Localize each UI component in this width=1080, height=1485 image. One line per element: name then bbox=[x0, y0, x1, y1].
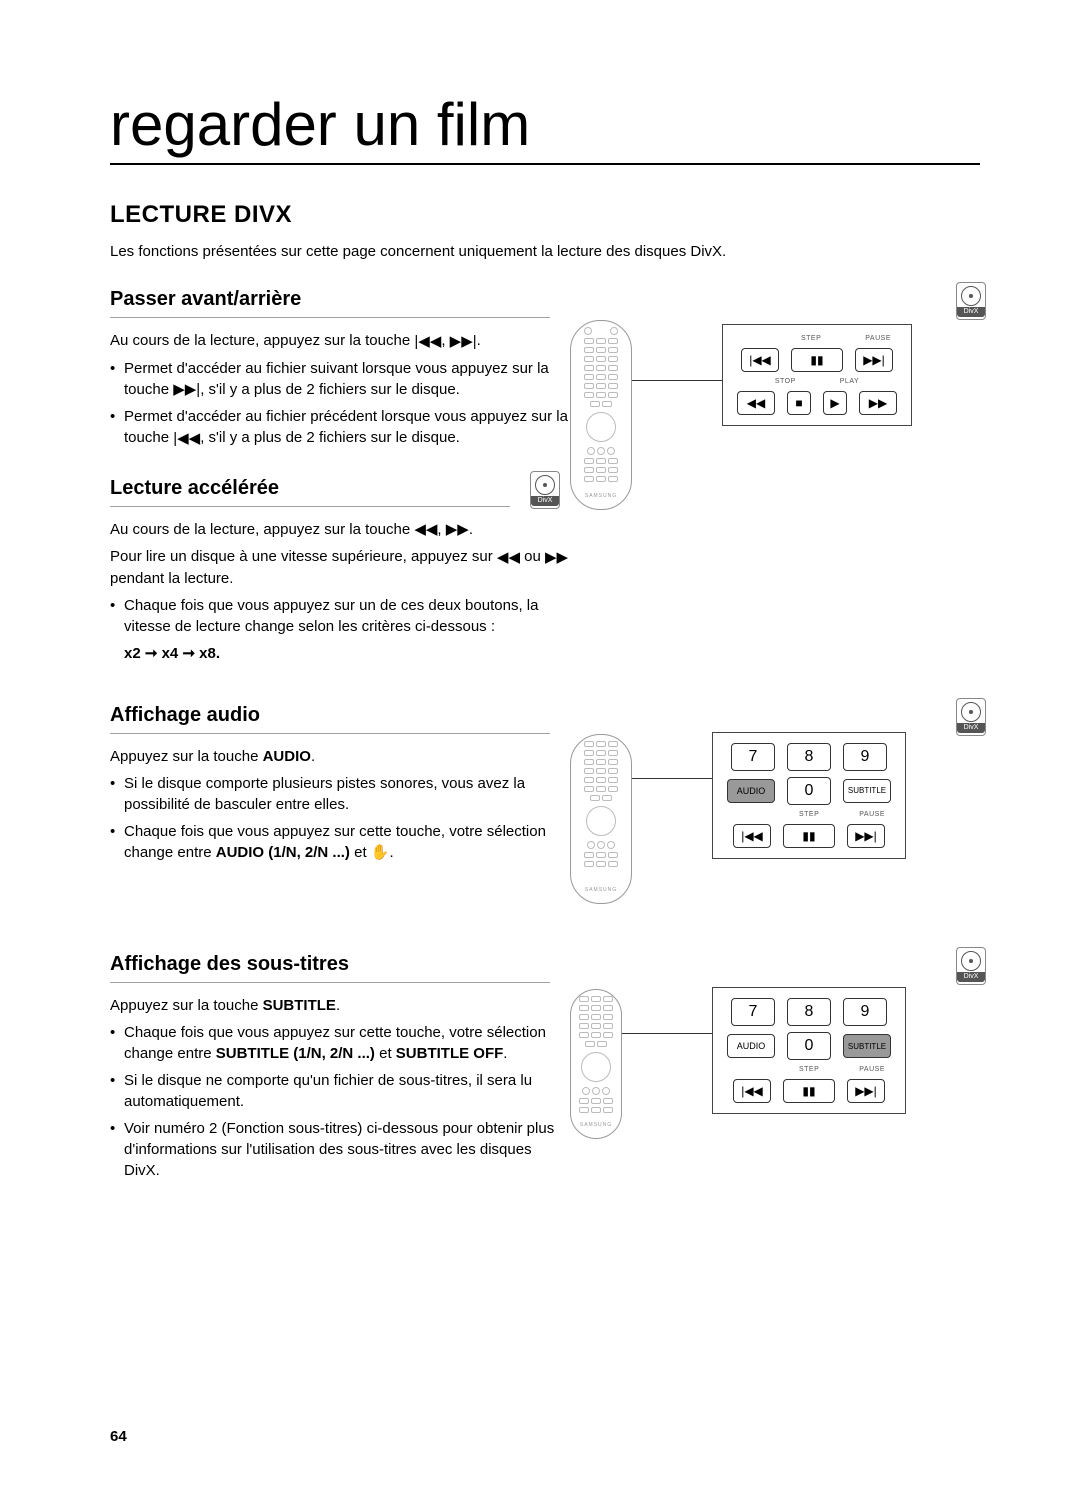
label-pause: PAUSE bbox=[859, 811, 885, 818]
num-7-button[interactable]: 7 bbox=[731, 998, 775, 1026]
figure-remote-3: SAMSUNG bbox=[570, 989, 622, 1139]
chapter-title: regarder un film bbox=[110, 90, 980, 165]
subsection-subtitle: DivX Affichage des sous-titres Appuyez s… bbox=[110, 953, 980, 1181]
subtitle-button[interactable]: SUBTITLE bbox=[843, 1034, 891, 1058]
figure-panel-3: 7 8 9 AUDIO 0 SUBTITLE STEP PAUSE |◀◀ ▮▮… bbox=[712, 987, 906, 1114]
rewind-icon: ◀◀ bbox=[414, 519, 437, 540]
sub-title: Passer avant/arrière bbox=[110, 288, 550, 318]
figure-panel-1: STEP PAUSE |◀◀ ▮▮ ▶▶| STOP PLAY ◀◀ ■ ▶ ▶… bbox=[722, 324, 912, 426]
label-step: STEP bbox=[799, 811, 819, 818]
sub-title: Lecture accélérée bbox=[110, 477, 510, 507]
remote-icon: SAMSUNG bbox=[570, 989, 622, 1139]
label-pause: PAUSE bbox=[859, 1066, 885, 1073]
num-0-button[interactable]: 0 bbox=[787, 1032, 831, 1060]
ffwd-icon: ▶▶ bbox=[545, 547, 568, 568]
next-icon: ▶▶| bbox=[450, 331, 477, 352]
prev-icon: |◀◀ bbox=[414, 331, 441, 352]
divx-badge-icon: DivX bbox=[956, 947, 986, 985]
body-text: Appuyez sur la touche AUDIO. Si le disqu… bbox=[110, 746, 570, 864]
body-text: Au cours de la lecture, appuyez sur la t… bbox=[110, 519, 570, 664]
num-0-button[interactable]: 0 bbox=[787, 777, 831, 805]
stop-button[interactable]: ■ bbox=[787, 391, 811, 415]
prev-button[interactable]: |◀◀ bbox=[733, 1079, 771, 1103]
label-play: PLAY bbox=[840, 378, 859, 385]
section-intro: Les fonctions présentées sur cette page … bbox=[110, 243, 980, 260]
subsection-audio: DivX Affichage audio Appuyez sur la touc… bbox=[110, 704, 980, 864]
subsection-skip: DivX Passer avant/arrière Au cours de la… bbox=[110, 288, 980, 449]
num-8-button[interactable]: 8 bbox=[787, 998, 831, 1026]
ffwd-icon: ▶▶ bbox=[446, 519, 469, 540]
label-pause: PAUSE bbox=[865, 335, 891, 342]
divx-badge-icon: DivX bbox=[956, 698, 986, 736]
subsection-fast: DivX Lecture accélérée Au cours de la le… bbox=[110, 477, 980, 664]
figure-panel-2: 7 8 9 AUDIO 0 SUBTITLE STEP PAUSE |◀◀ ▮▮… bbox=[712, 732, 906, 859]
body-text: Au cours de la lecture, appuyez sur la t… bbox=[110, 330, 570, 449]
next-button[interactable]: ▶▶| bbox=[847, 1079, 885, 1103]
next-icon: ▶▶| bbox=[173, 379, 200, 400]
page-number: 64 bbox=[110, 1428, 127, 1445]
step-button[interactable]: ▮▮ bbox=[791, 348, 843, 372]
rewind-icon: ◀◀ bbox=[497, 547, 520, 568]
subtitle-button[interactable]: SUBTITLE bbox=[843, 779, 891, 803]
rewind-button[interactable]: ◀◀ bbox=[737, 391, 775, 415]
remote-icon: SAMSUNG bbox=[570, 734, 632, 904]
callout-line bbox=[622, 1033, 712, 1034]
divx-badge-icon: DivX bbox=[956, 282, 986, 320]
body-text: Appuyez sur la touche SUBTITLE. Chaque f… bbox=[110, 995, 570, 1181]
divx-badge-icon: DivX bbox=[530, 471, 560, 509]
label-step: STEP bbox=[799, 1066, 819, 1073]
step-button[interactable]: ▮▮ bbox=[783, 824, 835, 848]
audio-button[interactable]: AUDIO bbox=[727, 779, 775, 803]
step-button[interactable]: ▮▮ bbox=[783, 1079, 835, 1103]
callout-line bbox=[632, 380, 722, 381]
prev-button[interactable]: |◀◀ bbox=[733, 824, 771, 848]
prev-button[interactable]: |◀◀ bbox=[741, 348, 779, 372]
num-7-button[interactable]: 7 bbox=[731, 743, 775, 771]
label-stop: STOP bbox=[775, 378, 796, 385]
audio-button[interactable]: AUDIO bbox=[727, 1034, 775, 1058]
figure-remote-2: SAMSUNG bbox=[570, 734, 632, 904]
num-8-button[interactable]: 8 bbox=[787, 743, 831, 771]
sub-title: Affichage audio bbox=[110, 704, 550, 734]
prev-icon: |◀◀ bbox=[173, 428, 200, 449]
ffwd-button[interactable]: ▶▶ bbox=[859, 391, 897, 415]
label-step: STEP bbox=[801, 335, 821, 342]
num-9-button[interactable]: 9 bbox=[843, 743, 887, 771]
section-title: LECTURE DIVX bbox=[110, 201, 980, 229]
sub-title: Affichage des sous-titres bbox=[110, 953, 550, 983]
next-button[interactable]: ▶▶| bbox=[847, 824, 885, 848]
next-button[interactable]: ▶▶| bbox=[855, 348, 893, 372]
num-9-button[interactable]: 9 bbox=[843, 998, 887, 1026]
callout-line bbox=[632, 778, 712, 779]
hand-icon: ✋ bbox=[371, 842, 390, 863]
play-button[interactable]: ▶ bbox=[823, 391, 847, 415]
speed-steps: x2 ➞ x4 ➞ x8. bbox=[110, 643, 570, 664]
